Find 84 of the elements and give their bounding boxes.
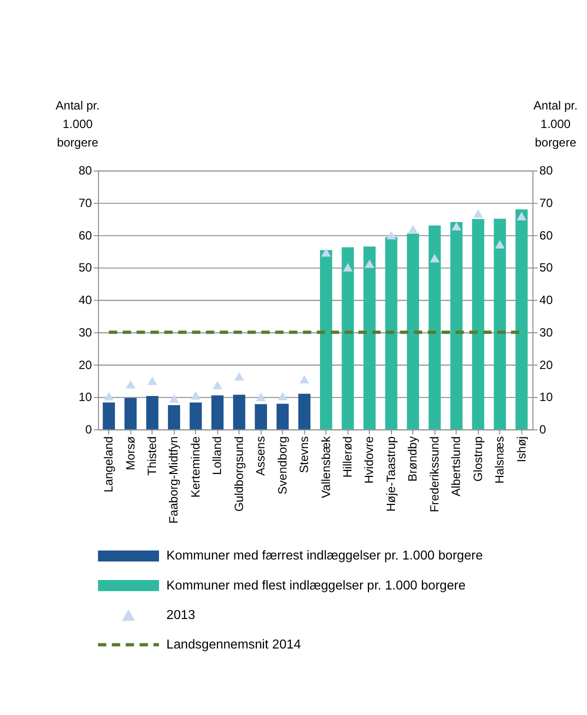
y-tick-label: 60	[78, 228, 92, 242]
y-tick-label: 50	[78, 260, 92, 275]
bar	[516, 209, 528, 430]
x-tick-label: Stevns	[297, 436, 312, 473]
x-tick-label: Vallensbæk	[318, 435, 333, 498]
point	[256, 392, 266, 402]
bar	[363, 246, 376, 430]
y2-tick-label: 70	[539, 196, 554, 210]
point	[408, 224, 418, 234]
x-tick-label: Hillerød	[340, 436, 355, 478]
point	[473, 209, 483, 218]
bar	[320, 250, 332, 430]
point	[321, 248, 331, 257]
x-tick-label: Guldborgsund	[232, 436, 246, 512]
point	[126, 380, 136, 389]
x-tick-label: Ishøj	[514, 436, 528, 462]
point	[516, 212, 526, 220]
bar	[102, 402, 115, 430]
point	[364, 259, 374, 268]
point	[495, 240, 505, 248]
x-tick-label: Svendborg	[275, 436, 290, 494]
y2-tick-label: 40	[539, 293, 554, 308]
bar	[342, 247, 354, 430]
bar	[494, 218, 506, 430]
point	[452, 222, 462, 230]
bar	[276, 404, 289, 430]
x-tick-label: Morsø	[123, 436, 138, 470]
x-tick-label: Albertslund	[449, 436, 464, 496]
y-tick-label: 30	[78, 325, 92, 340]
bar	[146, 396, 158, 430]
x-tick-label: Lolland	[210, 436, 224, 475]
bar	[168, 405, 180, 430]
point	[212, 380, 222, 390]
y2-tick-label: 20	[539, 358, 554, 372]
x-tick-label: Langeland	[102, 436, 116, 492]
bar	[254, 404, 267, 430]
y2-tick-label: 0	[539, 422, 546, 437]
legend-label: Kommuner med flest indlæggelser pr. 1.000 borgere	[166, 577, 466, 592]
y2-tick-label: 60	[539, 228, 554, 242]
y-tick-label: 10	[78, 390, 92, 404]
y2-tick-label: 10	[539, 390, 554, 404]
point	[104, 392, 114, 400]
bar	[124, 398, 137, 430]
y-tick-label: 80	[78, 164, 92, 178]
x-tick-label: Faaborg-Midtfyn	[166, 436, 181, 524]
y2-axis-title: Antal pr. 1.000 borgere	[534, 98, 578, 150]
point	[430, 254, 440, 262]
y2-tick-label: 50	[539, 260, 554, 275]
point	[234, 372, 244, 380]
legend-label: 2013	[166, 606, 196, 622]
bar	[428, 226, 441, 430]
point	[342, 263, 353, 272]
bar	[298, 394, 310, 430]
x-tick-label: Glostrup	[470, 436, 485, 482]
y-tick-label: 40	[78, 293, 92, 308]
x-tick-label: Kerteminde	[188, 436, 202, 498]
point	[386, 231, 396, 240]
y-tick-label: 20	[78, 358, 92, 372]
y-tick-label: 0	[85, 422, 92, 437]
point	[300, 375, 310, 384]
y2-tick-label: 30	[539, 325, 554, 340]
bar	[472, 219, 484, 430]
x-tick-label: Brøndby	[406, 436, 420, 482]
bar	[233, 394, 246, 430]
point	[190, 391, 201, 400]
x-tick-label: Halsnæs	[492, 436, 507, 484]
x-tick-label: Frederikssund	[427, 436, 442, 512]
bar	[450, 222, 463, 430]
x-tick-label: Hvidovre	[362, 436, 376, 484]
point	[147, 376, 158, 386]
point	[278, 392, 288, 400]
bar	[385, 237, 398, 430]
bar	[211, 395, 224, 430]
bar	[190, 402, 202, 430]
point	[169, 394, 179, 403]
bar	[406, 234, 420, 430]
x-tick-label: Høje-Taastrup	[384, 436, 398, 512]
y-axis-title: Antal pr. 1.000 borgere	[56, 98, 100, 150]
x-tick-label: Thisted	[144, 436, 159, 476]
y-tick-label: 70	[78, 196, 92, 210]
legend-label: Kommuner med færrest indlæggelser pr. 1.000 borgere	[166, 548, 483, 563]
y2-tick-label: 80	[539, 164, 554, 178]
x-tick-label: Assens	[254, 436, 268, 476]
legend-label: Landsgennemsnit 2014	[166, 636, 301, 652]
